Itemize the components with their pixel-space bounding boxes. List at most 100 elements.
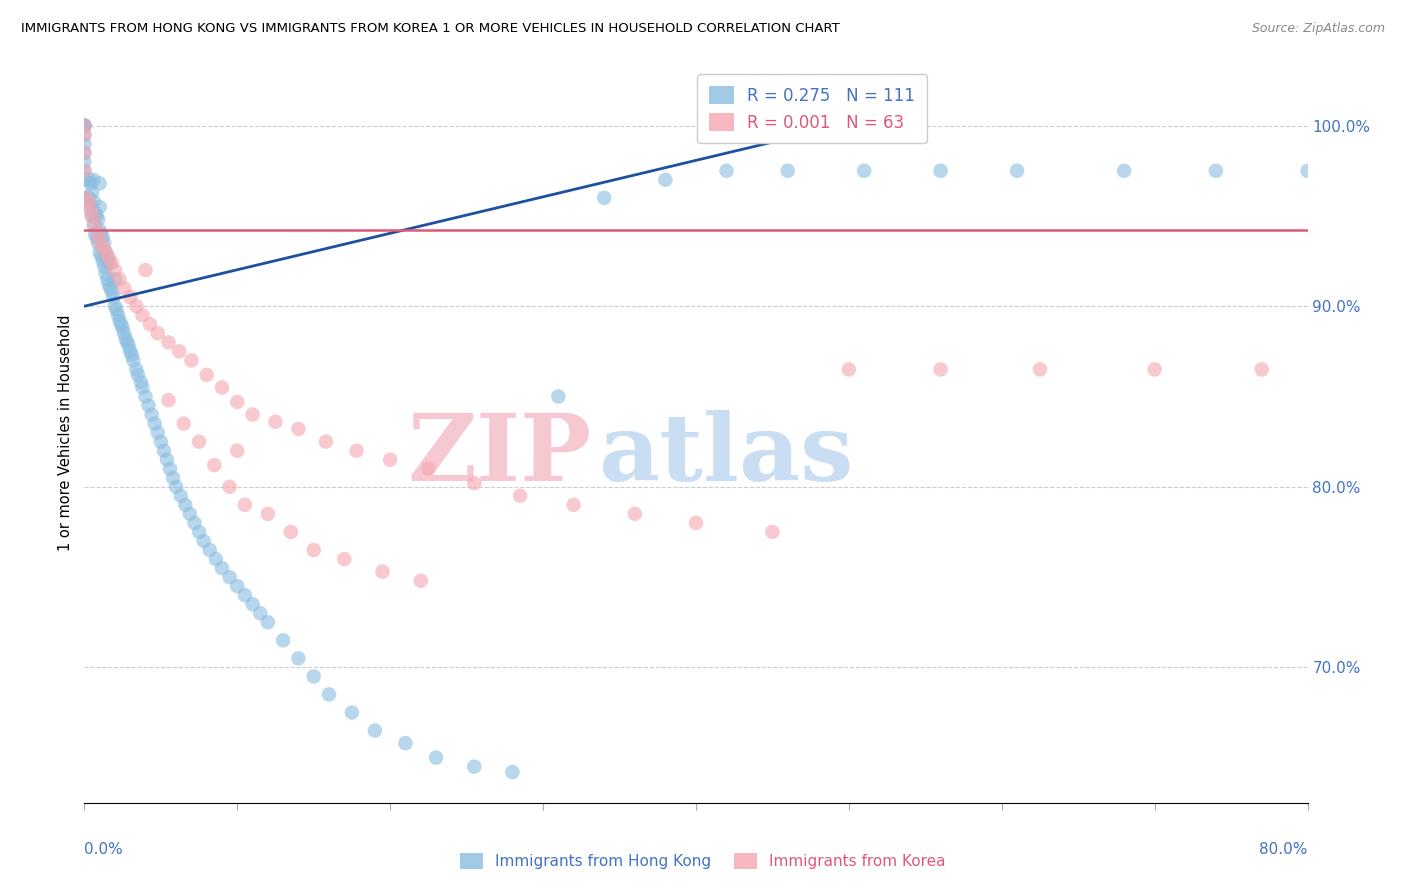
Point — [1205, 163, 1227, 178]
Text: Source: ZipAtlas.com: Source: ZipAtlas.com — [1251, 22, 1385, 36]
Point — [80, 186, 103, 200]
Point — [318, 688, 340, 702]
Point — [111, 321, 134, 335]
Point — [121, 348, 143, 362]
Point — [302, 669, 325, 683]
Point — [91, 230, 114, 244]
Point — [79, 203, 101, 218]
Point — [509, 489, 531, 503]
Point — [141, 408, 163, 422]
Point — [89, 177, 111, 191]
Point — [333, 552, 356, 566]
Point — [226, 443, 249, 458]
Point — [409, 574, 432, 588]
Point — [84, 227, 107, 241]
Point — [135, 390, 157, 404]
Point — [110, 318, 132, 332]
Point — [364, 723, 387, 738]
Point — [242, 597, 264, 611]
Point — [131, 308, 153, 322]
Point — [104, 299, 127, 313]
Point — [853, 163, 876, 178]
Point — [547, 390, 569, 404]
Point — [73, 191, 96, 205]
Point — [73, 119, 96, 133]
Point — [91, 239, 114, 253]
Point — [1005, 163, 1028, 178]
Point — [125, 362, 148, 376]
Point — [280, 524, 302, 539]
Point — [73, 136, 96, 151]
Point — [107, 308, 129, 322]
Point — [104, 263, 127, 277]
Point — [226, 579, 249, 593]
Point — [112, 326, 135, 341]
Point — [122, 353, 145, 368]
Legend: Immigrants from Hong Kong, Immigrants from Korea: Immigrants from Hong Kong, Immigrants fr… — [454, 847, 952, 875]
Point — [97, 251, 120, 265]
Point — [315, 434, 337, 449]
Text: ZIP: ZIP — [408, 409, 592, 500]
Point — [162, 471, 184, 485]
Point — [138, 399, 160, 413]
Point — [87, 235, 110, 250]
Point — [233, 588, 256, 602]
Point — [125, 299, 148, 313]
Point — [73, 145, 96, 160]
Point — [73, 154, 96, 169]
Point — [371, 565, 394, 579]
Point — [135, 263, 157, 277]
Point — [79, 200, 101, 214]
Point — [179, 507, 201, 521]
Point — [90, 227, 112, 241]
Point — [1143, 362, 1166, 376]
Point — [120, 290, 142, 304]
Point — [101, 256, 124, 270]
Point — [94, 245, 117, 260]
Point — [84, 205, 107, 219]
Point — [73, 191, 96, 205]
Point — [562, 498, 585, 512]
Point — [271, 633, 294, 648]
Point — [83, 194, 105, 209]
Point — [80, 209, 103, 223]
Point — [1250, 362, 1272, 376]
Point — [188, 524, 211, 539]
Point — [156, 452, 179, 467]
Point — [302, 543, 325, 558]
Point — [103, 290, 125, 304]
Point — [654, 173, 676, 187]
Point — [257, 507, 280, 521]
Point — [77, 194, 100, 209]
Point — [73, 163, 96, 178]
Point — [593, 191, 616, 205]
Point — [118, 339, 141, 353]
Point — [149, 434, 172, 449]
Point — [73, 119, 96, 133]
Point — [1114, 163, 1136, 178]
Point — [193, 533, 215, 548]
Point — [91, 254, 114, 268]
Point — [89, 223, 111, 237]
Point — [264, 415, 287, 429]
Point — [716, 163, 738, 178]
Point — [340, 706, 363, 720]
Point — [77, 173, 100, 187]
Point — [84, 218, 107, 232]
Point — [73, 173, 96, 187]
Point — [183, 516, 205, 530]
Point — [96, 272, 118, 286]
Point — [502, 765, 524, 780]
Point — [463, 760, 485, 774]
Point — [83, 173, 105, 187]
Point — [105, 302, 128, 317]
Point — [159, 461, 181, 475]
Point — [83, 218, 105, 232]
Point — [73, 163, 96, 178]
Point — [218, 570, 240, 584]
Point — [188, 434, 211, 449]
Point — [139, 318, 162, 332]
Point — [108, 272, 131, 286]
Point — [249, 606, 271, 620]
Point — [170, 489, 193, 503]
